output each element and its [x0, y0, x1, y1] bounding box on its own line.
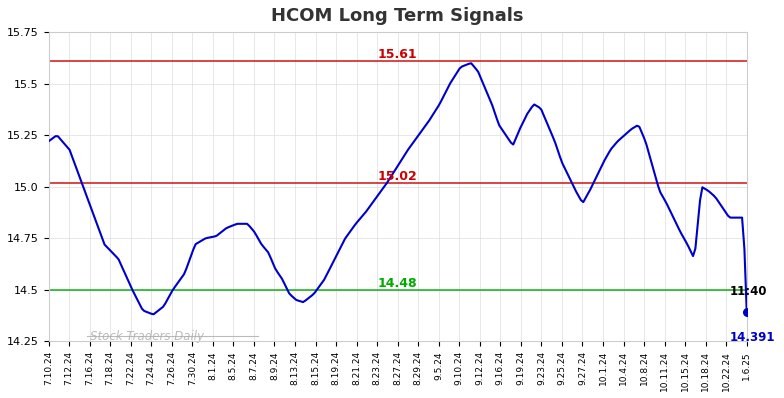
Point: [740, 309, 753, 316]
Text: 15.02: 15.02: [378, 170, 418, 183]
Text: 15.61: 15.61: [378, 48, 417, 61]
Title: HCOM Long Term Signals: HCOM Long Term Signals: [271, 7, 524, 25]
Text: 11:40: 11:40: [729, 285, 767, 298]
Text: 14.48: 14.48: [378, 277, 417, 290]
Text: Stock Traders Daily: Stock Traders Daily: [90, 330, 205, 343]
Text: 14.391: 14.391: [729, 331, 775, 344]
